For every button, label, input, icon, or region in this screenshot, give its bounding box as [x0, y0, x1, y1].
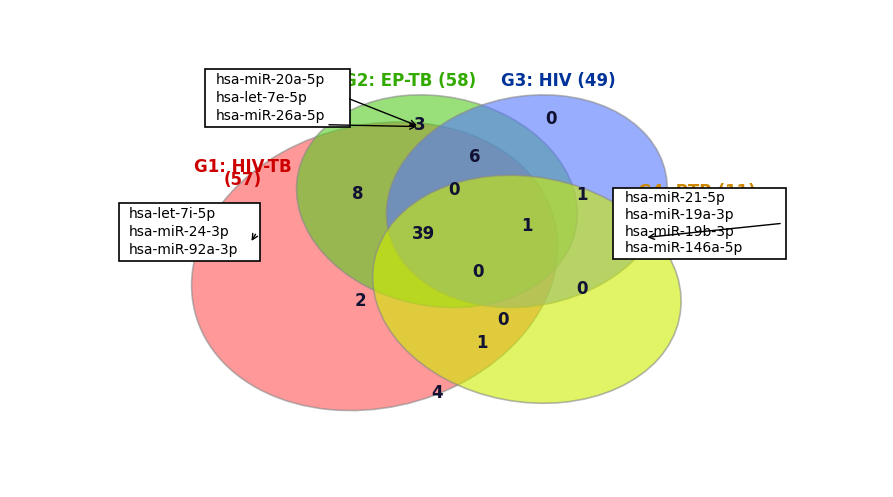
Text: 6: 6: [469, 148, 480, 166]
Text: G3: HIV (49): G3: HIV (49): [501, 72, 615, 89]
Text: G1: HIV-TB: G1: HIV-TB: [195, 158, 292, 176]
Text: hsa-let-7i-5p: hsa-let-7i-5p: [129, 207, 216, 221]
Text: hsa-miR-24-3p: hsa-miR-24-3p: [129, 225, 230, 239]
Text: 0: 0: [472, 263, 484, 281]
Text: 1: 1: [522, 217, 532, 235]
Text: 0: 0: [497, 311, 508, 329]
Text: (57): (57): [224, 171, 263, 189]
Text: hsa-miR-20a-5p: hsa-miR-20a-5p: [215, 73, 325, 87]
Text: 0: 0: [577, 280, 588, 298]
Text: hsa-let-7e-5p: hsa-let-7e-5p: [215, 91, 307, 105]
Text: hsa-miR-146a-5p: hsa-miR-146a-5p: [625, 242, 744, 255]
Text: 39: 39: [412, 225, 435, 243]
Text: 0: 0: [546, 110, 557, 128]
Text: hsa-miR-19b-3p: hsa-miR-19b-3p: [625, 225, 735, 239]
Ellipse shape: [192, 122, 557, 411]
FancyBboxPatch shape: [205, 69, 350, 127]
Ellipse shape: [387, 95, 667, 308]
Text: G2: EP-TB (58): G2: EP-TB (58): [343, 72, 476, 89]
Ellipse shape: [372, 175, 681, 403]
Text: 1: 1: [476, 334, 488, 352]
FancyBboxPatch shape: [613, 188, 787, 258]
Text: 3: 3: [413, 116, 425, 134]
Text: hsa-miR-19a-3p: hsa-miR-19a-3p: [625, 208, 735, 222]
Text: G4: PTB (11): G4: PTB (11): [638, 183, 755, 201]
Text: 0: 0: [448, 181, 460, 199]
Text: 2: 2: [355, 292, 367, 310]
FancyBboxPatch shape: [119, 203, 261, 260]
Text: hsa-miR-26a-5p: hsa-miR-26a-5p: [215, 109, 325, 123]
Text: 4: 4: [638, 227, 650, 245]
Text: 1: 1: [577, 186, 588, 204]
Text: hsa-miR-21-5p: hsa-miR-21-5p: [625, 191, 726, 205]
Text: 3: 3: [244, 234, 256, 252]
Text: 4: 4: [431, 384, 443, 402]
Text: 8: 8: [352, 184, 363, 203]
Text: hsa-miR-92a-3p: hsa-miR-92a-3p: [129, 243, 238, 257]
Ellipse shape: [296, 95, 577, 308]
